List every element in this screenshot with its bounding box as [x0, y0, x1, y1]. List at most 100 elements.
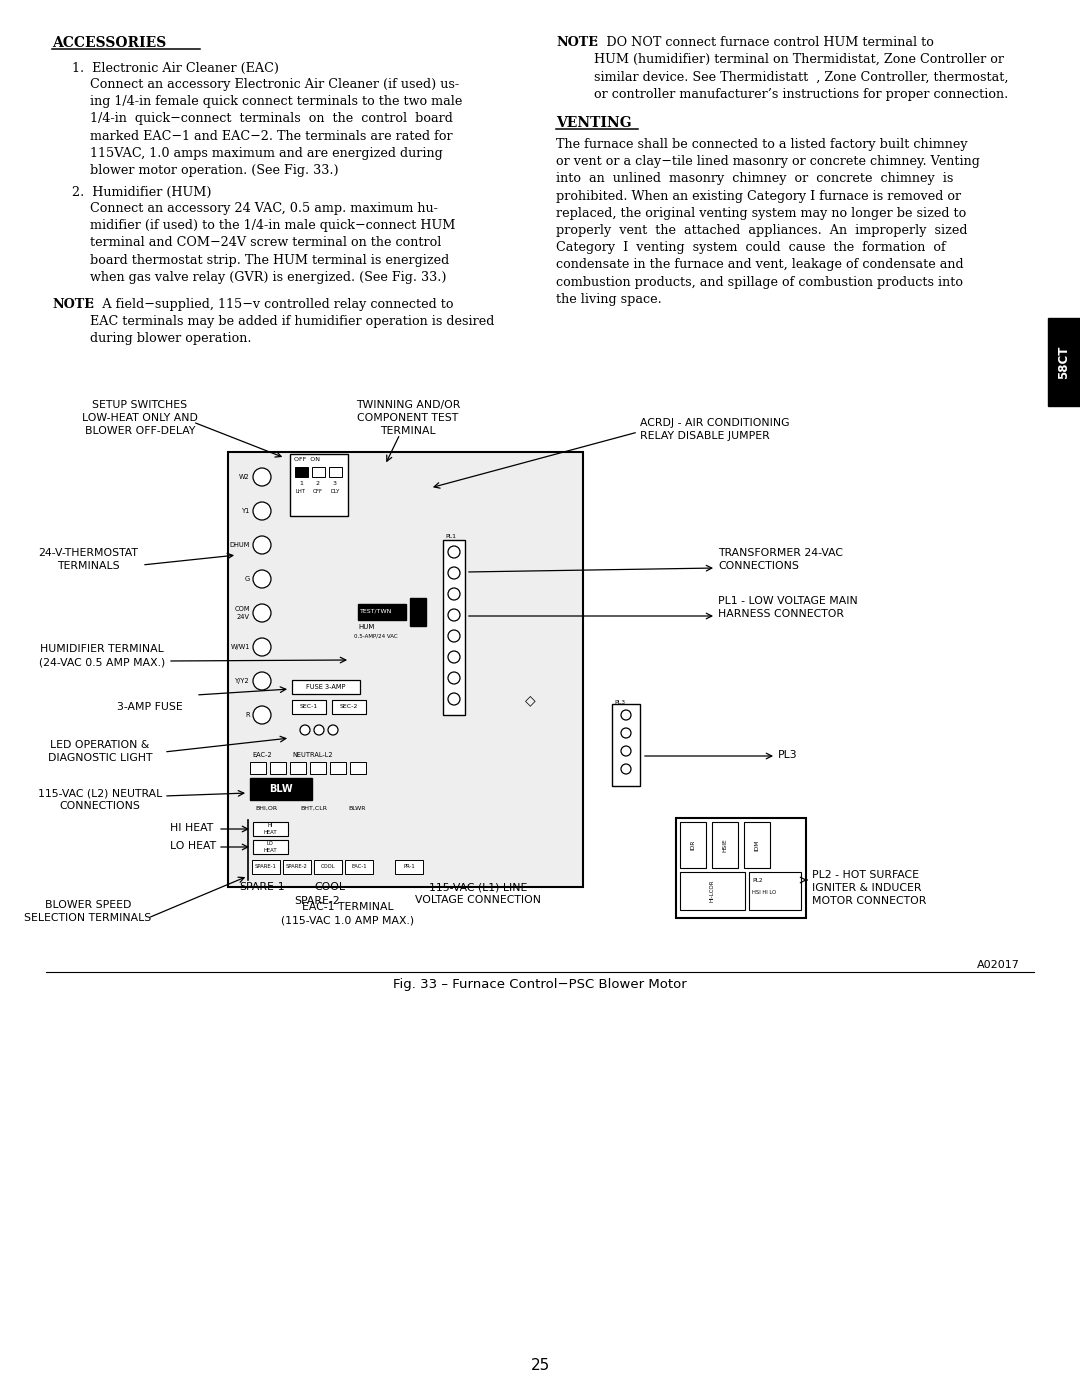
Text: SEC-2: SEC-2 [340, 704, 359, 710]
FancyBboxPatch shape [443, 541, 465, 715]
Text: 3: 3 [333, 481, 337, 486]
Circle shape [448, 693, 460, 705]
Text: BLW: BLW [269, 784, 293, 793]
Text: LED OPERATION &
DIAGNOSTIC LIGHT: LED OPERATION & DIAGNOSTIC LIGHT [48, 740, 152, 763]
Text: HI
HEAT: HI HEAT [264, 823, 276, 835]
Circle shape [448, 672, 460, 685]
FancyBboxPatch shape [283, 861, 311, 875]
Text: FUSE 3-AMP: FUSE 3-AMP [307, 685, 346, 690]
Text: BHT,CLR: BHT,CLR [300, 806, 327, 812]
Circle shape [448, 630, 460, 643]
FancyBboxPatch shape [345, 861, 373, 875]
Circle shape [328, 725, 338, 735]
Text: 115-VAC (L1) LINE
VOLTAGE CONNECTION: 115-VAC (L1) LINE VOLTAGE CONNECTION [415, 882, 541, 905]
Text: Y1: Y1 [242, 509, 249, 514]
Text: TWINNING AND/OR
COMPONENT TEST
TERMINAL: TWINNING AND/OR COMPONENT TEST TERMINAL [355, 400, 460, 436]
Circle shape [621, 764, 631, 774]
Circle shape [314, 725, 324, 735]
Circle shape [253, 705, 271, 724]
FancyBboxPatch shape [312, 467, 325, 476]
Circle shape [253, 570, 271, 588]
FancyBboxPatch shape [270, 761, 286, 774]
FancyBboxPatch shape [310, 761, 326, 774]
Circle shape [621, 728, 631, 738]
Text: :  A field−supplied, 115−v controlled relay connected to
EAC terminals may be ad: : A field−supplied, 115−v controlled rel… [90, 298, 495, 345]
Text: 58CT: 58CT [1057, 345, 1070, 379]
Text: IDM: IDM [755, 840, 759, 851]
Text: PL3: PL3 [778, 750, 798, 760]
Circle shape [253, 536, 271, 555]
Text: 0.5-AMP/24 VAC: 0.5-AMP/24 VAC [354, 634, 397, 638]
Text: LO
HEAT: LO HEAT [264, 841, 276, 852]
Text: HSI HI LO: HSI HI LO [752, 890, 777, 895]
Text: HUM: HUM [357, 624, 375, 630]
Circle shape [448, 567, 460, 578]
Text: :  DO NOT connect furnace control HUM terminal to
HUM (humidifier) terminal on T: : DO NOT connect furnace control HUM ter… [594, 36, 1009, 101]
FancyBboxPatch shape [249, 761, 266, 774]
FancyBboxPatch shape [253, 821, 288, 835]
Text: SPARE-1: SPARE-1 [239, 882, 285, 893]
Text: PL3: PL3 [615, 700, 625, 705]
FancyBboxPatch shape [350, 761, 366, 774]
FancyBboxPatch shape [676, 819, 806, 918]
Text: 2.  Humidifier (HUM): 2. Humidifier (HUM) [72, 186, 212, 198]
Text: ACRDJ - AIR CONDITIONING
RELAY DISABLE JUMPER: ACRDJ - AIR CONDITIONING RELAY DISABLE J… [640, 418, 789, 441]
Text: TRANSFORMER 24-VAC
CONNECTIONS: TRANSFORMER 24-VAC CONNECTIONS [718, 548, 843, 571]
Text: W/W1: W/W1 [231, 644, 249, 650]
Text: DHUM: DHUM [230, 542, 249, 548]
Text: SETUP SWITCHES
LOW-HEAT ONLY AND
BLOWER OFF-DELAY: SETUP SWITCHES LOW-HEAT ONLY AND BLOWER … [82, 400, 198, 436]
FancyBboxPatch shape [680, 821, 706, 868]
Text: SEC-1: SEC-1 [300, 704, 319, 710]
Text: PL1 - LOW VOLTAGE MAIN
HARNESS CONNECTOR: PL1 - LOW VOLTAGE MAIN HARNESS CONNECTOR [718, 597, 858, 619]
Text: COOL: COOL [314, 882, 346, 893]
Circle shape [448, 609, 460, 622]
FancyBboxPatch shape [744, 821, 770, 868]
Text: The furnace shall be connected to a listed factory built chimney
or vent or a cl: The furnace shall be connected to a list… [556, 138, 980, 306]
FancyBboxPatch shape [329, 467, 342, 476]
Text: G: G [245, 576, 249, 583]
Text: NEUTRAL-L2: NEUTRAL-L2 [292, 752, 333, 759]
FancyBboxPatch shape [291, 454, 348, 515]
Text: ACCESSORIES: ACCESSORIES [52, 36, 166, 50]
Text: 25: 25 [530, 1358, 550, 1373]
FancyBboxPatch shape [612, 704, 640, 787]
Circle shape [253, 502, 271, 520]
FancyBboxPatch shape [291, 761, 306, 774]
Circle shape [253, 638, 271, 657]
Text: IDR: IDR [690, 840, 696, 851]
Circle shape [253, 672, 271, 690]
FancyBboxPatch shape [295, 467, 308, 476]
Text: NOTE: NOTE [52, 298, 94, 312]
Circle shape [253, 604, 271, 622]
Text: SPARE-2: SPARE-2 [286, 865, 308, 869]
Text: Y/Y2: Y/Y2 [235, 678, 249, 685]
FancyBboxPatch shape [292, 700, 326, 714]
Text: PR-1: PR-1 [403, 865, 415, 869]
Text: OFF  ON: OFF ON [294, 457, 320, 462]
FancyBboxPatch shape [680, 872, 745, 909]
Text: BLOWER SPEED
SELECTION TERMINALS: BLOWER SPEED SELECTION TERMINALS [25, 900, 151, 923]
Text: HI-LCOR: HI-LCOR [710, 880, 715, 902]
FancyBboxPatch shape [332, 700, 366, 714]
FancyBboxPatch shape [253, 840, 288, 854]
FancyBboxPatch shape [314, 861, 342, 875]
Text: 2: 2 [316, 481, 320, 486]
FancyBboxPatch shape [750, 872, 801, 909]
Text: Connect an accessory Electronic Air Cleaner (if used) us-
ing 1/4‑in female quic: Connect an accessory Electronic Air Clea… [90, 78, 462, 177]
Text: 3-AMP FUSE: 3-AMP FUSE [117, 703, 183, 712]
Text: EAC-1 TERMINAL
(115-VAC 1.0 AMP MAX.): EAC-1 TERMINAL (115-VAC 1.0 AMP MAX.) [282, 902, 415, 925]
Text: R: R [245, 712, 249, 718]
FancyBboxPatch shape [252, 861, 280, 875]
Text: PL1: PL1 [445, 534, 456, 539]
Text: DLY: DLY [330, 489, 340, 495]
Text: TEST/TWN: TEST/TWN [360, 609, 392, 613]
Text: COOL: COOL [321, 865, 335, 869]
Circle shape [253, 468, 271, 486]
FancyBboxPatch shape [410, 598, 426, 626]
FancyBboxPatch shape [395, 861, 423, 875]
Text: BLWR: BLWR [348, 806, 365, 812]
Text: EAC-1: EAC-1 [351, 865, 367, 869]
Text: VENTING: VENTING [556, 116, 632, 130]
Text: 1: 1 [299, 481, 302, 486]
Text: LO HEAT: LO HEAT [170, 841, 216, 851]
